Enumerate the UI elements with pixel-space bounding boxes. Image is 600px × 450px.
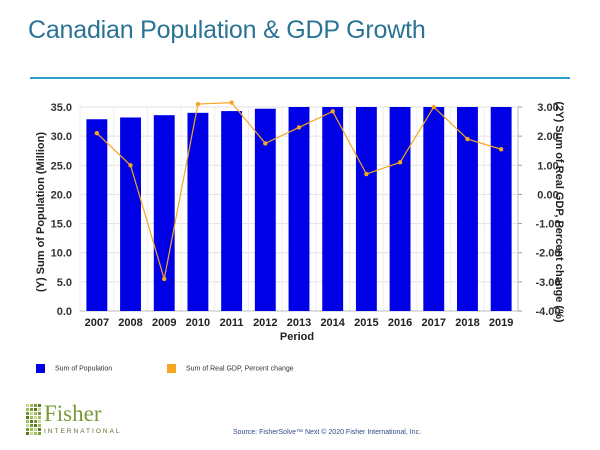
y-tick-label: 15.0 [51,219,72,231]
bar-population-2016 [389,107,411,311]
legend-item-gdp[interactable]: Sum of Real GDP, Percent change [167,364,294,373]
x-tick-label: 2016 [388,317,412,329]
point-gdp-2016 [397,160,403,165]
y2-tick-label: 3.00 [537,102,558,114]
y-tick-label: 25.0 [51,160,72,172]
point-gdp-2007 [94,131,100,136]
y2-tick-label: 1.00 [537,160,558,172]
point-gdp-2008 [128,163,133,168]
bar-population-2008 [120,117,141,312]
bar-population-2009 [153,115,175,311]
point-gdp-2017 [431,104,436,110]
y-tick-label: 35.0 [51,102,72,114]
page-title: Canadian Population & GDP Growth [28,16,426,44]
x-axis-label: Period [280,331,314,343]
y2-tick-label: -3.00 [535,277,560,289]
point-gdp-2013 [296,125,302,130]
y-axis-label: (Y) Sum of Population (Million) [35,132,47,292]
legend-swatch-gdp [167,364,176,373]
legend-label-gdp: Sum of Real GDP, Percent change [186,365,294,373]
point-gdp-2014 [330,109,335,114]
bar-population-2007 [86,119,108,312]
logo-subtitle: INTERNATIONAL [44,428,122,435]
point-gdp-2011 [229,100,234,105]
bar-population-2018 [457,107,478,311]
bar-population-2011 [221,111,243,311]
x-tick-label: 2012 [253,317,277,329]
y-tick-label: 20.0 [51,189,72,201]
x-tick-label: 2013 [287,317,311,329]
point-gdp-2018 [465,136,470,142]
y2-axis-label: (2Y) Sum of Real GDP, Percent change (%) [553,101,565,322]
y-tick-label: 5.0 [57,277,72,289]
bar-population-2013 [288,107,310,311]
x-tick-label: 2015 [354,317,378,329]
fisher-logo: Fisher INTERNATIONAL [26,402,126,438]
point-gdp-2015 [364,171,369,177]
bar-population-2010 [187,112,209,311]
bar-population-2019 [490,107,512,311]
y2-tick-label: 0.00 [537,189,558,201]
x-tick-label: 2018 [455,317,479,329]
legend-label-population: Sum of Population [55,365,113,373]
y2-tick-label: -2.00 [535,248,560,260]
y2-tick-label: -4.00 [535,306,560,318]
x-tick-label: 2017 [422,317,446,329]
y2-tick-label: 2.00 [537,131,558,143]
point-gdp-2019 [498,147,504,152]
x-tick-label: 2007 [85,317,109,329]
y-tick-label: 0.0 [57,306,72,318]
bar-population-2015 [355,107,377,311]
x-tick-label: 2019 [489,317,513,329]
x-tick-label: 2014 [320,317,345,329]
y-tick-label: 10.0 [51,248,72,260]
y2-tick-label: -1.00 [535,219,560,231]
logo-wordmark: Fisher [44,401,102,426]
point-gdp-2010 [195,101,201,107]
bar-population-2014 [322,107,344,311]
logo-mark-icon [26,404,41,435]
point-gdp-2012 [263,141,268,146]
x-tick-label: 2011 [220,317,244,329]
title-divider [30,77,570,79]
source-note: Source: FisherSolve™ Next © 2020 Fisher … [233,429,422,436]
legend-item-population[interactable]: Sum of Population [36,364,112,373]
x-tick-label: 2009 [152,317,176,329]
x-tick-label: 2010 [186,317,210,329]
point-gdp-2009 [162,276,167,282]
bar-population-2012 [254,108,276,312]
y-tick-label: 30.0 [51,131,72,143]
x-tick-label: 2008 [118,317,142,329]
legend-swatch-population [36,364,45,373]
bar-population-2017 [423,107,445,311]
